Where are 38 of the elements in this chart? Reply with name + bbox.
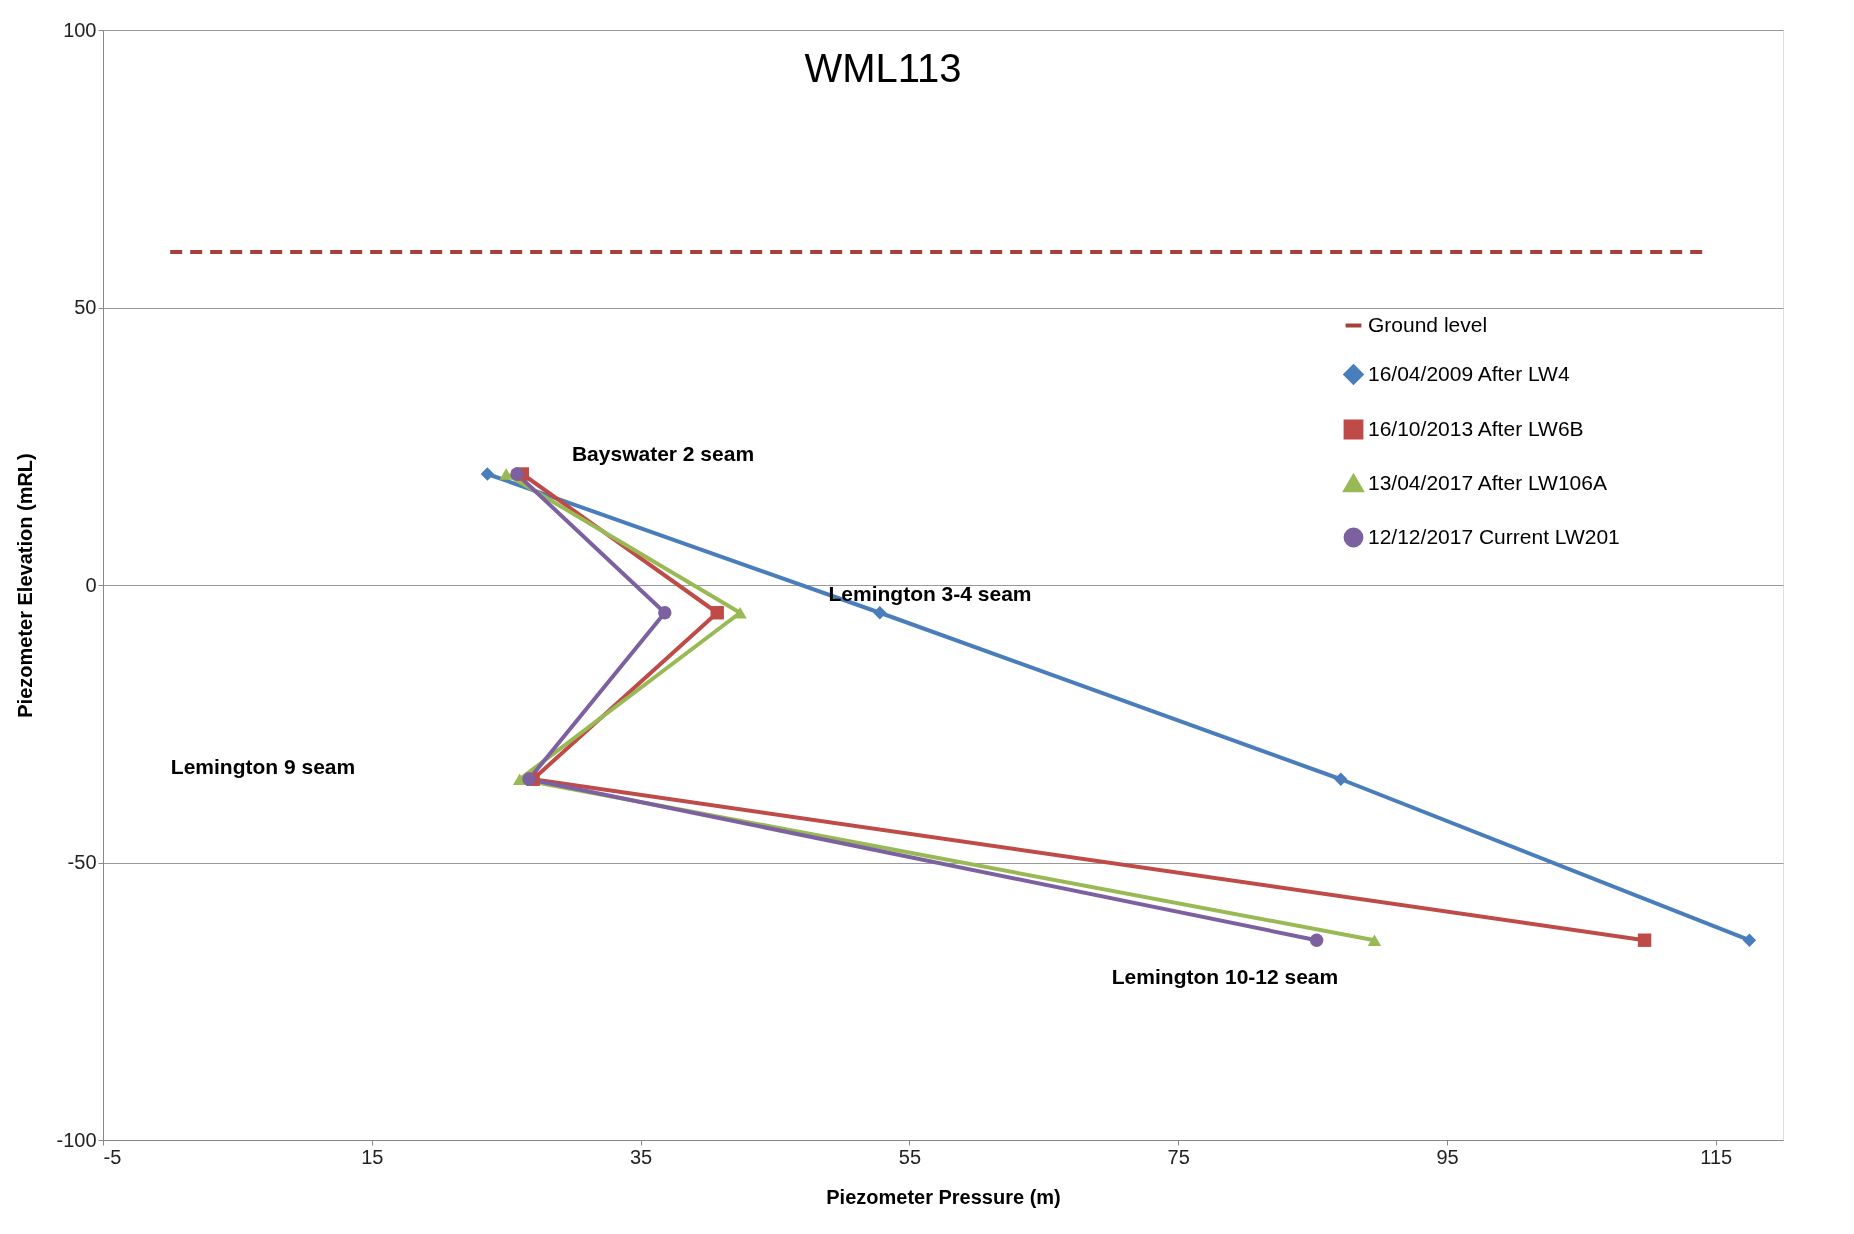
x-tick-label: -5 xyxy=(103,1145,122,1168)
x-tick-label: 95 xyxy=(1436,1145,1459,1168)
x-tick-label: 55 xyxy=(898,1145,922,1168)
y-tick-label: -50 xyxy=(67,851,97,873)
x-tick-label: 75 xyxy=(1167,1145,1190,1168)
legend-label: 16/04/2009 After LW4 xyxy=(1368,361,1570,385)
point xyxy=(873,606,887,620)
y-tick-label: -100 xyxy=(56,1128,97,1151)
point xyxy=(710,606,724,620)
legend-label: 12/12/2017 Current LW201 xyxy=(1368,524,1620,548)
y-tick-label: 0 xyxy=(85,573,97,596)
point xyxy=(510,467,524,481)
x-tick-label: 115 xyxy=(1700,1145,1733,1168)
y-tick-label: 50 xyxy=(74,296,97,318)
point xyxy=(522,772,536,786)
legend-label: Ground level xyxy=(1368,312,1488,336)
annotation: Bayswater 2 seam xyxy=(571,442,755,465)
point xyxy=(512,773,527,786)
legend-label: 16/10/2013 After LW6B xyxy=(1368,416,1584,440)
point xyxy=(499,468,513,480)
point xyxy=(1742,933,1757,947)
annotation: Lemington 9 seam xyxy=(170,755,356,778)
point xyxy=(1637,933,1652,947)
chart-title: WML113 xyxy=(804,46,962,90)
y-axis-title: Piezometer Elevation (mRL) xyxy=(14,453,37,718)
x-tick-label: 15 xyxy=(361,1145,384,1168)
point xyxy=(1367,934,1382,947)
point xyxy=(480,467,495,481)
y-tick-label: 100 xyxy=(63,18,97,41)
annotation: Lemington 3-4 seam xyxy=(828,582,1032,605)
x-axis-title: Piezometer Pressure (m) xyxy=(826,1185,1061,1208)
annotation: Lemington 10-12 seam xyxy=(1111,965,1339,988)
x-tick-label: 35 xyxy=(629,1145,653,1168)
legend-label: 13/04/2017 After LW106A xyxy=(1368,470,1607,494)
point xyxy=(733,606,747,619)
point xyxy=(1334,772,1348,786)
point xyxy=(1309,933,1324,947)
point xyxy=(658,606,672,620)
